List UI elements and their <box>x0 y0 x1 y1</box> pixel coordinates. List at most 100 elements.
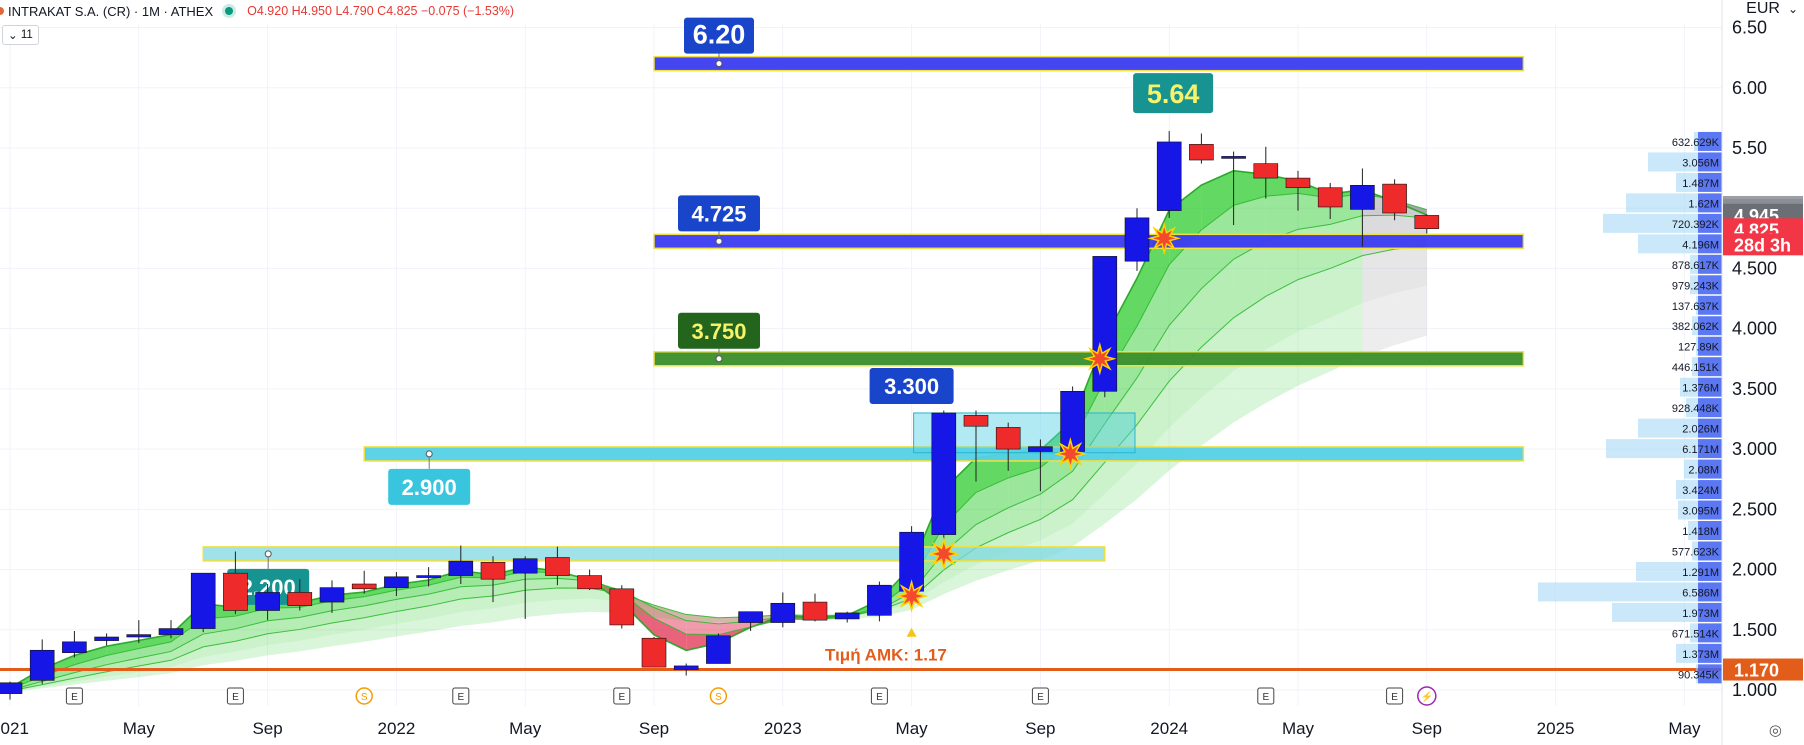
ma-ribbon-band <box>396 585 429 600</box>
zone-price-label-bg <box>678 195 760 232</box>
earnings-icon <box>1257 687 1275 705</box>
price-axis-label: 5.50 <box>1732 138 1767 158</box>
volume-profile-bar <box>1690 275 1698 295</box>
ma-ribbon-band <box>493 602 526 623</box>
candle-body <box>1124 217 1150 262</box>
ma-ribbon-band <box>943 492 976 553</box>
candle-body <box>673 665 699 670</box>
candle-body <box>223 572 248 611</box>
time-axis-label: May <box>1282 719 1315 738</box>
volume-profile-label: 6.171M <box>1682 444 1719 456</box>
ma-ribbon-band <box>428 612 461 632</box>
settings-icon[interactable]: ◎ <box>1768 722 1782 739</box>
volume-profile-bar <box>1636 561 1698 581</box>
time-axis-label: May <box>123 719 156 738</box>
candle-body <box>158 628 184 635</box>
volume-profile-label: 382.062K <box>1672 321 1720 333</box>
volume-profile-bar <box>1694 131 1698 151</box>
peak-label-bg <box>1133 73 1214 114</box>
symbol-logo-icon <box>0 7 4 15</box>
price-axis-label: 3.000 <box>1732 439 1777 459</box>
volume-profile-label: 3.424M <box>1682 485 1719 497</box>
volume-profile-label: 1.973M <box>1682 608 1719 620</box>
ma-ribbon-band <box>976 477 1009 525</box>
volume-profile-bar <box>1688 521 1698 541</box>
candle-body <box>931 412 957 535</box>
volume-profile-bar-dark <box>1698 602 1722 622</box>
volume-profile-bar-dark <box>1698 172 1722 192</box>
volume-profile-bar-dark <box>1698 152 1722 172</box>
ma-ribbon-band <box>1265 331 1298 403</box>
time-axis-label: May <box>509 719 542 738</box>
open-value: 4.920 <box>256 4 289 18</box>
ma-ribbon-band <box>299 610 332 630</box>
ma-ribbon-band <box>42 678 75 687</box>
time-axis-label: Sep <box>252 719 282 738</box>
volume-profile-label: 4.196M <box>1682 239 1719 251</box>
dividend-icon <box>355 687 373 705</box>
signal-burst-icon <box>1082 341 1117 376</box>
ma-ribbon-band <box>1265 193 1298 242</box>
ma-ribbon-band <box>654 608 687 622</box>
candle-body <box>1092 256 1118 392</box>
time-axis-label: May <box>896 719 929 738</box>
earnings-icon-label: E <box>71 692 78 703</box>
candle-body <box>1028 446 1053 452</box>
earnings-icon-label: E <box>1037 692 1044 703</box>
volume-profile-bar <box>1638 418 1698 438</box>
currency-selector[interactable]: EUR ⌄ <box>1746 0 1798 17</box>
ma-ribbon-band <box>1233 349 1266 423</box>
volume-profile-label: 671.514K <box>1672 628 1720 640</box>
volume-profile-bar <box>1606 439 1698 459</box>
volume-profile-bar <box>1696 336 1698 356</box>
candle-body <box>0 682 23 694</box>
ma-ribbon-band <box>74 646 107 665</box>
time-axis-label: Sep <box>1025 719 1055 738</box>
volume-profile-label: 90.345K <box>1678 669 1720 681</box>
ma-ribbon-band <box>493 571 526 586</box>
ma-ribbon-band <box>42 672 75 685</box>
dividend-icon <box>709 687 728 705</box>
volume-profile-bar-dark <box>1698 582 1722 602</box>
candle-body <box>577 575 602 590</box>
ma-ribbon-band <box>74 671 107 682</box>
ma-ribbon-band <box>654 618 687 651</box>
box-label-bg <box>869 367 954 404</box>
volume-profile-label: 1.418M <box>1682 526 1719 538</box>
ma-ribbon-band <box>235 608 268 629</box>
ma-ribbon-band <box>1394 285 1427 346</box>
indicators-toggle[interactable]: ⌄ 11 <box>2 25 39 45</box>
volume-profile-label: 2.026M <box>1682 424 1719 436</box>
ma-ribbon-band <box>235 645 268 661</box>
ma-ribbon-band <box>1201 259 1234 348</box>
ma-ribbon-band <box>235 633 268 652</box>
zone-anchor <box>715 60 723 68</box>
earnings-icon <box>1386 687 1404 705</box>
price-axis-label: 4.000 <box>1732 319 1777 339</box>
candle-body <box>1189 144 1214 161</box>
time-axis-label: 2025 <box>1537 719 1575 738</box>
ma-ribbon-band <box>42 681 75 689</box>
ma-ribbon-band <box>686 620 719 635</box>
ma-ribbon-band <box>460 585 493 600</box>
change-value: −0.075 (−1.53%) <box>420 4 515 18</box>
ma-ribbon-band <box>654 605 687 621</box>
volume-profile-bar <box>1692 357 1698 377</box>
candle-body <box>416 575 441 578</box>
ma-ribbon-band <box>171 646 204 668</box>
volume-profile-bar-dark <box>1698 131 1722 151</box>
volume-profile-bar-dark <box>1698 336 1722 356</box>
volume-profile-label: 632.629K <box>1672 137 1720 149</box>
high-value: 4.950 <box>300 4 332 18</box>
ohlc-readout: O4.920 H4.950 L4.790 C4.825 −0.075 (−1.5… <box>247 4 515 18</box>
ma-ribbon-band <box>267 617 300 634</box>
time-axis-label: 2023 <box>764 719 802 738</box>
price-axis <box>1722 0 1804 706</box>
volume-profile-bar-dark <box>1698 500 1722 520</box>
signal-burst-icon <box>926 537 961 571</box>
volume-profile-bar-dark <box>1698 398 1722 418</box>
symbol-title[interactable]: INTRAKAT S.A. (CR) · 1M · ATHEX <box>8 3 214 19</box>
ma-ribbon-band <box>203 651 236 666</box>
ma-ribbon-band <box>718 621 751 635</box>
